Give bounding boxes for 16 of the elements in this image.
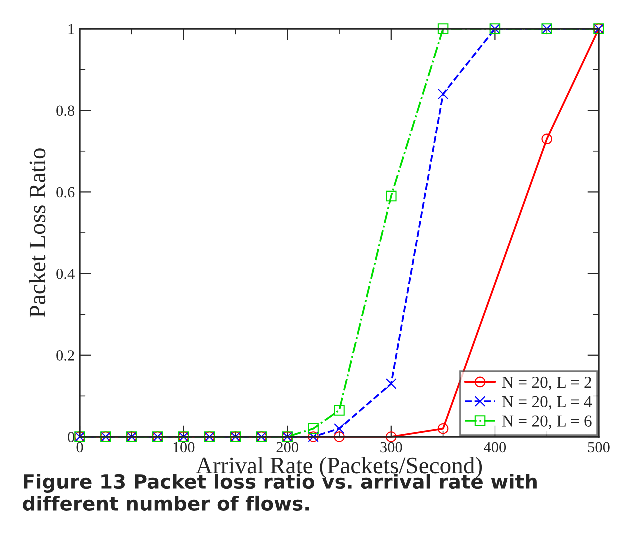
y-tick-label: 0.6 (56, 187, 75, 198)
x-tick-label: 0 (76, 442, 84, 453)
y-tick-label: 0 (68, 432, 75, 442)
y-tick-label: 0.8 (56, 106, 75, 116)
x-tick-label: 200 (276, 442, 298, 453)
y-tick-label: 0.2 (56, 350, 74, 361)
x-tick-label: 400 (484, 442, 506, 453)
x-tick-label: 300 (380, 442, 402, 453)
x-tick-label: 500 (588, 442, 610, 453)
legend-label: N = 20, L = 6 (502, 416, 592, 430)
legend-label: N = 20, L = 4 (502, 396, 592, 410)
x-tick-label: 100 (174, 442, 195, 453)
y-tick-label: 1 (68, 24, 74, 34)
y-axis-title: Packet Loss Ratio (29, 148, 46, 318)
legend-label: N = 20, L = 2 (502, 376, 592, 391)
y-tick-label: 0.4 (56, 268, 75, 280)
